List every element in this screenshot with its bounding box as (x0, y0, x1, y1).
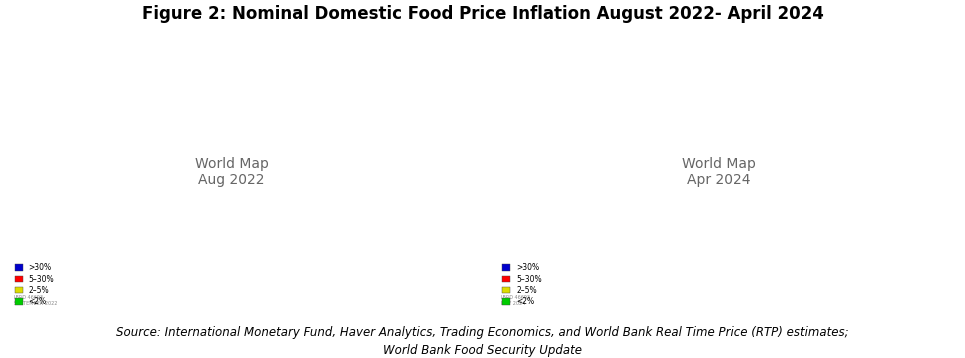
Text: IBRD 46693
MAY 2024: IBRD 46693 MAY 2024 (502, 295, 531, 306)
Text: World Map
Aug 2022: World Map Aug 2022 (195, 157, 268, 187)
Text: Source: International Monetary Fund, Haver Analytics, Trading Economics, and Wor: Source: International Monetary Fund, Hav… (116, 326, 849, 357)
Legend: >30%, 5–30%, 2–5%, <2%: >30%, 5–30%, 2–5%, <2% (501, 262, 543, 308)
Legend: >30%, 5–30%, 2–5%, <2%: >30%, 5–30%, 2–5%, <2% (14, 262, 56, 308)
Text: IBRD 46693
SEPTEMBER 2022: IBRD 46693 SEPTEMBER 2022 (14, 295, 58, 306)
Text: World Map
Apr 2024: World Map Apr 2024 (682, 157, 756, 187)
Text: Figure 2: Nominal Domestic Food Price Inflation August 2022- April 2024: Figure 2: Nominal Domestic Food Price In… (142, 5, 823, 23)
